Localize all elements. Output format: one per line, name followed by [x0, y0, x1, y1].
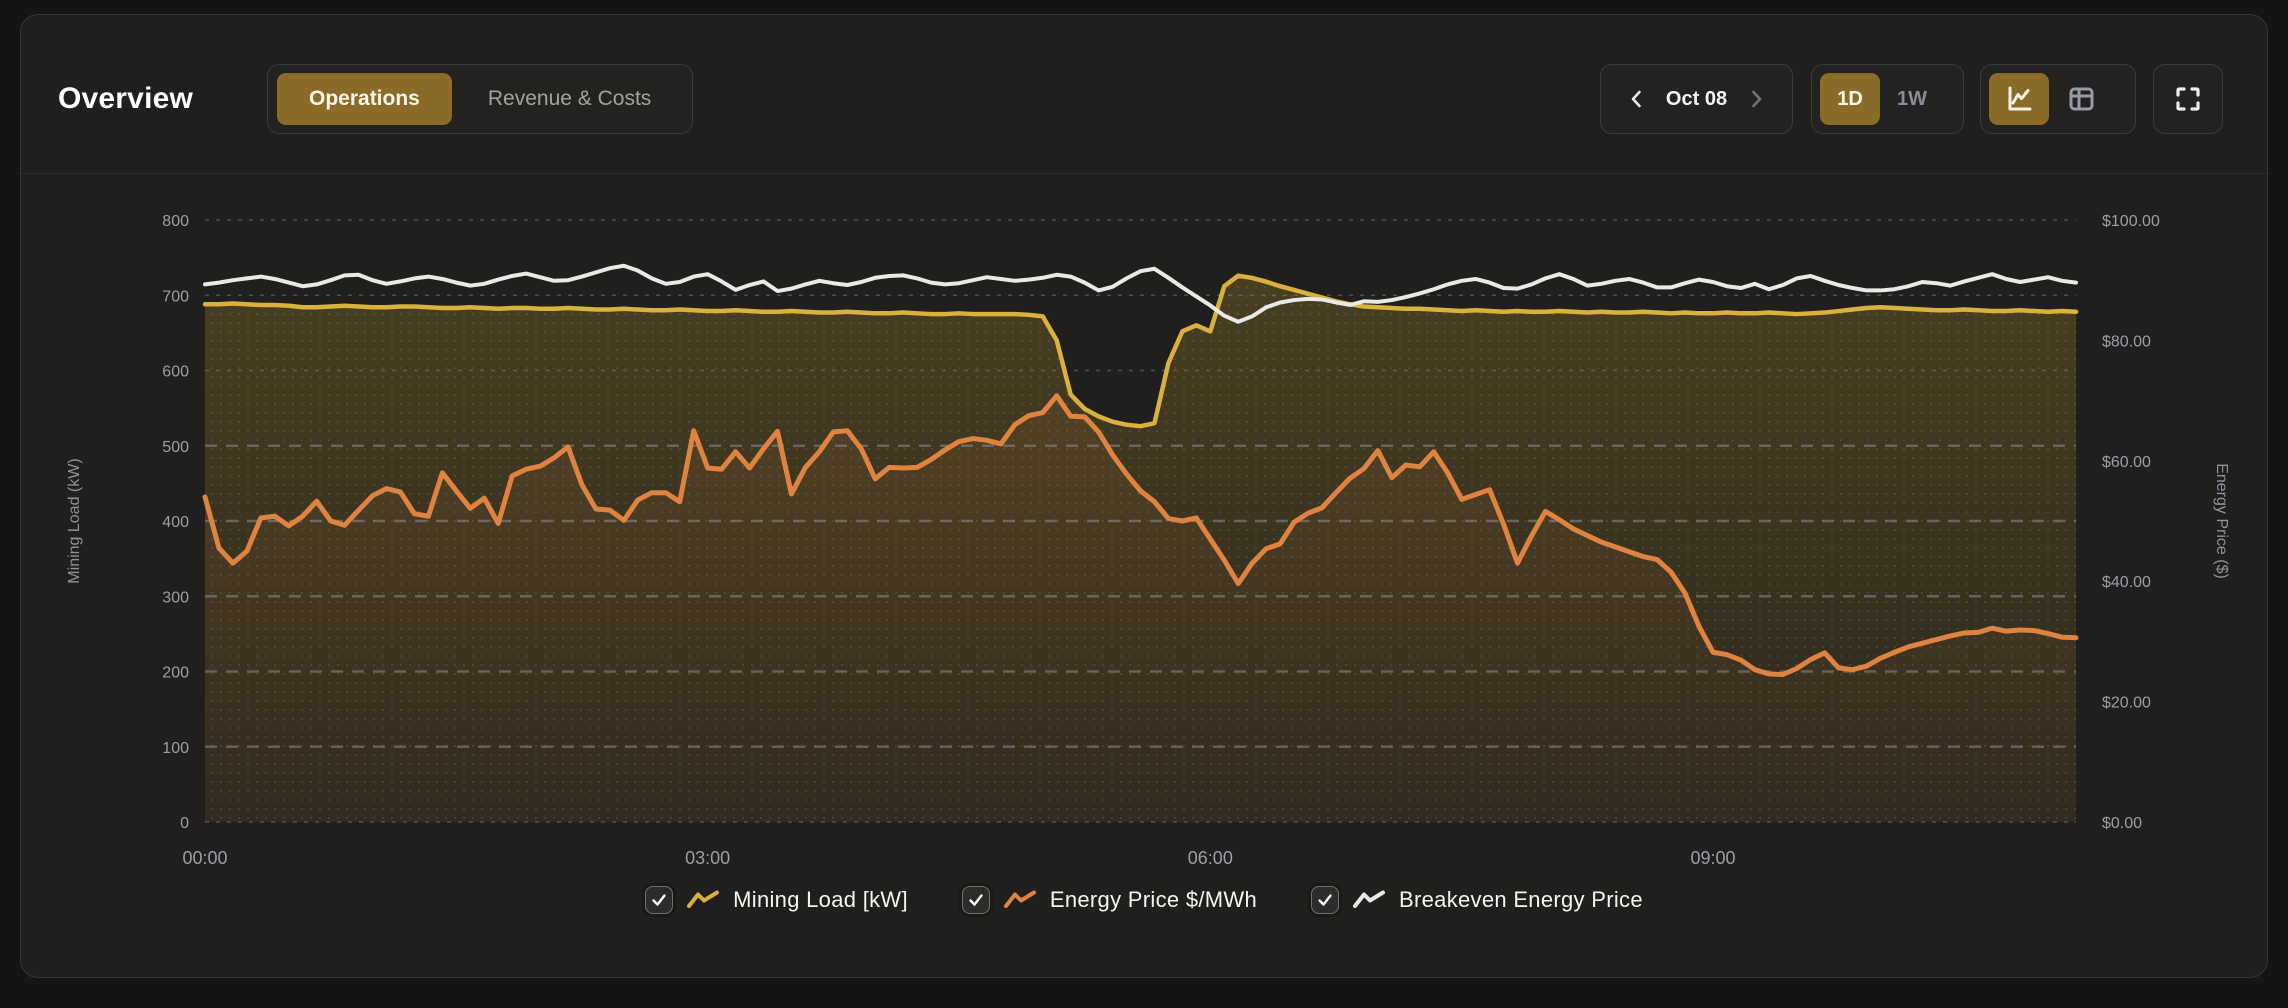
date-navigator: Oct 08: [1600, 64, 1793, 134]
chart-view-button[interactable]: [1989, 73, 2049, 125]
right-axis-tick-label: $40.00: [2102, 574, 2151, 591]
checkmark-icon: [1318, 894, 1332, 906]
x-axis-tick-label: 00:00: [182, 848, 227, 868]
energy-price-area: [205, 395, 2076, 822]
chevron-left-icon: [1631, 90, 1641, 108]
legend-label: Energy Price $/MWh: [1049, 887, 1258, 912]
tab-revenue-costs[interactable]: Revenue & Costs: [487, 87, 652, 110]
right-axis-tick-label: $20.00: [2102, 695, 2151, 712]
checkmark-icon: [969, 894, 983, 906]
right-axis-tick-label: $60.00: [2102, 454, 2151, 471]
range-1w-button[interactable]: 1W: [1897, 87, 1927, 110]
line-chart-icon: [2008, 86, 2032, 111]
legend-label: Breakeven Energy Price: [1399, 887, 1643, 912]
fullscreen-icon: [2176, 87, 2200, 111]
table-icon: [2069, 87, 2094, 111]
chevron-right-icon: [1752, 90, 1762, 108]
left-axis-tick-label: 800: [162, 213, 189, 230]
right-axis-tick-label: $80.00: [2102, 333, 2151, 350]
view-toggle: [1980, 64, 2136, 134]
chart-legend: Mining Load [kW] Energy Price $/MWh Brea…: [21, 886, 2267, 914]
left-axis-tick-label: 300: [162, 589, 189, 606]
right-axis-tick-label: $0.00: [2102, 815, 2142, 832]
left-axis-tick-label: 500: [162, 439, 189, 456]
legend-item-energy-price: Energy Price $/MWh: [961, 886, 1258, 914]
chart-canvas: 0 100 200 300 400 500 600 700 800 $0.00 $20.00 $40.…: [66, 213, 2230, 868]
range-toggle: 1D 1W: [1811, 64, 1964, 134]
legend-item-mining-load: Mining Load [kW]: [645, 886, 908, 914]
legend-checkbox-energy-price[interactable]: [961, 886, 990, 914]
right-axis-title: Energy Price ($): [2213, 463, 2230, 579]
next-day-button[interactable]: [1741, 84, 1771, 114]
page-title: Overview: [58, 82, 194, 115]
left-axis-tick-label: 600: [162, 364, 189, 381]
left-axis-tick-label: 100: [162, 740, 189, 757]
legend-label: Mining Load [kW]: [733, 887, 908, 912]
left-axis-title: Mining Load (kW): [66, 458, 83, 583]
table-view-button[interactable]: [2051, 73, 2111, 125]
x-axis-tick-label: 06:00: [1188, 848, 1233, 868]
x-axis-tick-label: 09:00: [1690, 848, 1735, 868]
fullscreen-button[interactable]: [2153, 64, 2223, 134]
series-line-2: [203, 263, 2078, 324]
energy-price-series-icon: [1003, 890, 1036, 908]
tab-operations[interactable]: Operations: [277, 73, 452, 125]
left-axis-tick-label: 400: [162, 514, 189, 531]
breakeven-series-icon: [1353, 890, 1386, 908]
right-axis-tick-label: $100.00: [2102, 213, 2160, 230]
legend-checkbox-breakeven[interactable]: [1311, 886, 1340, 914]
legend-checkbox-mining-load[interactable]: [645, 886, 674, 914]
checkmark-icon: [652, 894, 666, 906]
tab-group: Operations Revenue & Costs: [267, 64, 694, 134]
date-label: Oct 08: [1665, 87, 1728, 110]
left-axis-tick-label: 700: [162, 288, 189, 305]
range-1d-button[interactable]: 1D: [1820, 73, 1880, 125]
series-line-0: [202, 273, 2079, 429]
left-axis-tick-label: 0: [180, 815, 189, 832]
header-divider: [21, 173, 2267, 174]
x-axis-tick-label: 03:00: [685, 848, 730, 868]
mining-load-series-icon: [687, 890, 720, 908]
prev-day-button[interactable]: [1622, 84, 1652, 114]
legend-item-breakeven: Breakeven Energy Price: [1311, 886, 1643, 914]
left-axis-tick-label: 200: [162, 665, 189, 682]
series-line-1: [202, 393, 2079, 678]
overview-panel: Overview Operations Revenue & Costs Oct …: [20, 14, 2268, 978]
